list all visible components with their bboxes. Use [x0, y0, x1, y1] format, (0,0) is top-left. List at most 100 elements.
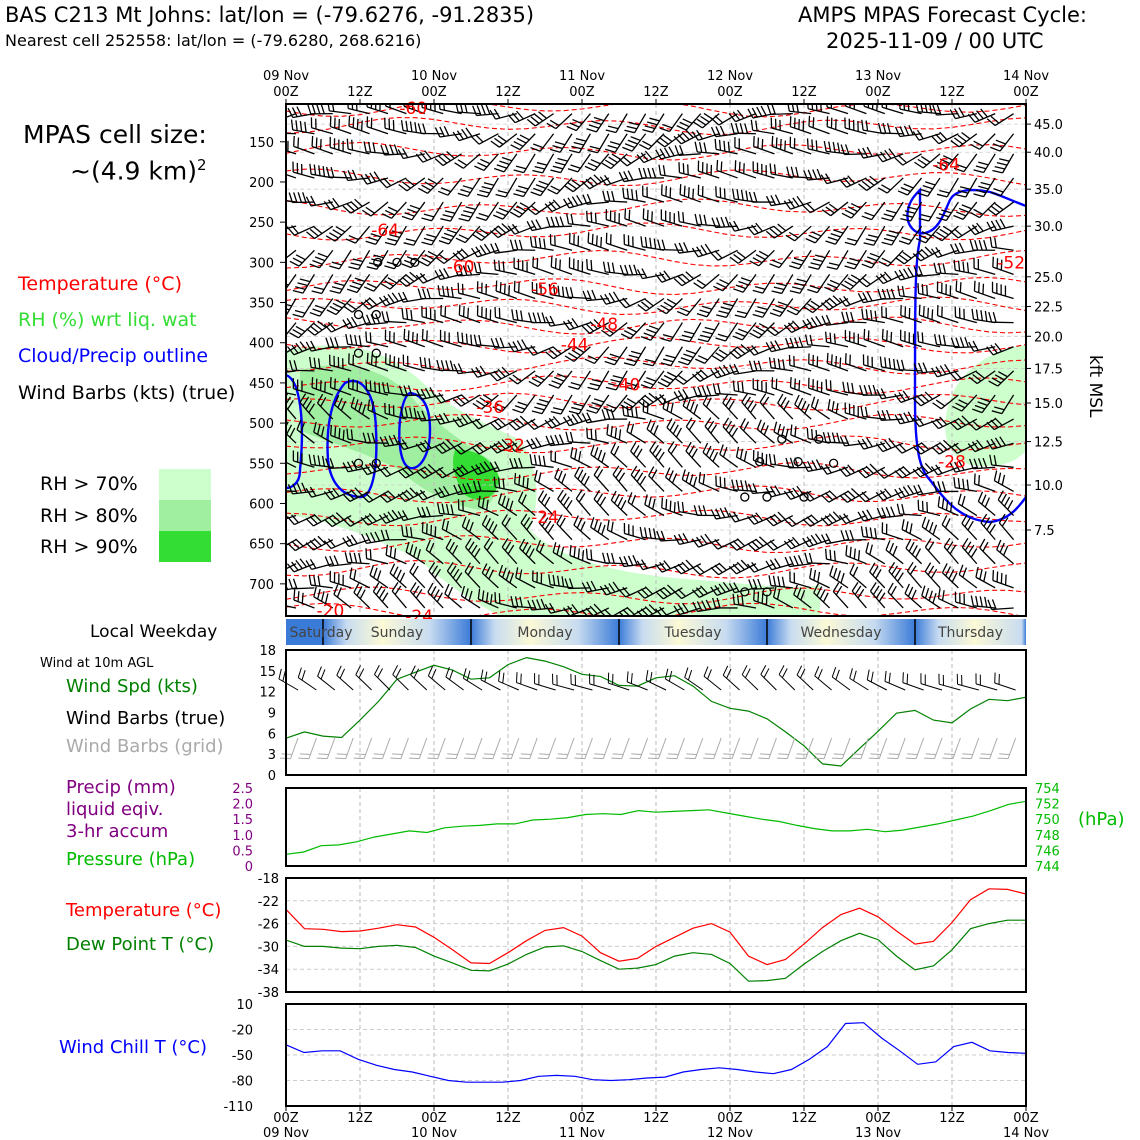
barb-feather: [332, 302, 343, 309]
barb-feather: [847, 175, 856, 184]
wind-barb: [768, 575, 793, 589]
wind-barb: [715, 322, 739, 342]
barb-feather: [677, 563, 686, 573]
barb-staff: [715, 148, 738, 155]
barb-staff: [997, 499, 1015, 516]
barb-feather: [887, 757, 898, 760]
barb-feather: [349, 334, 353, 345]
wind-barb: [861, 201, 886, 221]
barb-feather: [953, 419, 962, 429]
wind-barb: [851, 582, 867, 609]
barb-feather: [620, 500, 627, 510]
barb-feather: [953, 214, 964, 220]
barb-feather: [992, 312, 997, 323]
barb-feather: [850, 488, 860, 497]
barb-staff: [952, 737, 961, 759]
barb-feather: [982, 283, 985, 295]
wind-barb: [349, 567, 370, 589]
barb-feather: [995, 219, 1002, 230]
barb-feather: [931, 309, 934, 320]
barb-feather: [666, 400, 670, 411]
barb-feather: [653, 528, 657, 539]
barb-feather: [586, 258, 589, 270]
barb-feather: [786, 166, 790, 177]
barb-feather: [315, 137, 318, 148]
barb-feather: [438, 155, 448, 164]
barb-feather: [861, 180, 871, 189]
barb-staff: [961, 394, 978, 412]
barb-feather: [807, 303, 817, 311]
barb-staff: [676, 737, 685, 759]
barb-feather: [586, 409, 597, 414]
barb-feather: [594, 429, 597, 441]
barb-feather: [297, 591, 300, 602]
barb-staff: [421, 366, 444, 372]
wind-barb: [714, 138, 738, 155]
barb-feather: [787, 322, 797, 331]
barb-feather: [898, 413, 906, 424]
barb-feather: [593, 398, 605, 403]
wind-barb: [584, 346, 610, 365]
barb-feather: [710, 586, 718, 596]
barb-feather: [561, 576, 565, 587]
cell-size-exponent: 2: [197, 156, 207, 174]
barb-feather: [849, 546, 852, 558]
barb-feather: [338, 428, 341, 439]
barb-feather: [907, 267, 914, 277]
wind-barb: [508, 370, 536, 385]
barb-feather: [806, 202, 815, 211]
wind-barb: [618, 554, 646, 568]
wind-barb: [363, 273, 389, 292]
barb-feather: [475, 134, 484, 143]
barb-staff: [624, 532, 646, 541]
wind-barb: [546, 113, 573, 130]
barb-staff: [313, 596, 334, 609]
barb-staff: [630, 450, 647, 468]
barb-feather: [812, 169, 818, 180]
barb-feather: [958, 242, 965, 253]
barb-feather: [481, 104, 487, 115]
barb-staff: [866, 177, 886, 191]
barb-feather: [535, 219, 542, 230]
barb-staff: [286, 173, 297, 179]
barb-feather: [932, 593, 937, 604]
barb-feather: [468, 521, 474, 533]
barb-feather: [936, 161, 947, 168]
barb-feather: [724, 507, 730, 518]
wind-barb: [342, 534, 370, 547]
wind-barb-10m: [626, 671, 648, 691]
barb-feather: [880, 388, 887, 399]
barb-feather: [757, 360, 763, 371]
barb-feather: [982, 457, 988, 469]
barb-staff: [881, 106, 904, 115]
wind-barb: [746, 222, 775, 236]
barb-feather: [932, 104, 938, 116]
barb-feather: [449, 565, 457, 575]
barb-feather: [391, 582, 399, 592]
barb-feather: [532, 256, 535, 268]
barb-feather: [702, 505, 707, 516]
barb-staff: [590, 454, 610, 468]
wind-tick-label: 18: [259, 644, 276, 659]
barb-staff: [863, 105, 886, 115]
barb-staff: [329, 110, 352, 115]
wind-barb: [437, 503, 462, 517]
barb-feather: [815, 104, 818, 111]
barb-feather: [396, 569, 402, 580]
barb-staff: [439, 108, 462, 115]
wind-barb: [286, 392, 297, 396]
wind-barb: [931, 363, 959, 378]
barb-feather: [548, 574, 551, 585]
barb-feather: [383, 492, 392, 501]
barb-feather: [550, 185, 561, 192]
barb-feather: [604, 360, 615, 366]
barb-feather: [292, 328, 303, 336]
barb-feather: [735, 123, 740, 134]
barb-staff: [661, 507, 683, 517]
barb-staff: [881, 316, 904, 324]
barb-feather: [820, 174, 828, 184]
barb-feather: [443, 268, 450, 278]
barb-staff: [514, 442, 536, 452]
barb-staff: [789, 581, 812, 589]
wind-barb: [734, 298, 757, 319]
